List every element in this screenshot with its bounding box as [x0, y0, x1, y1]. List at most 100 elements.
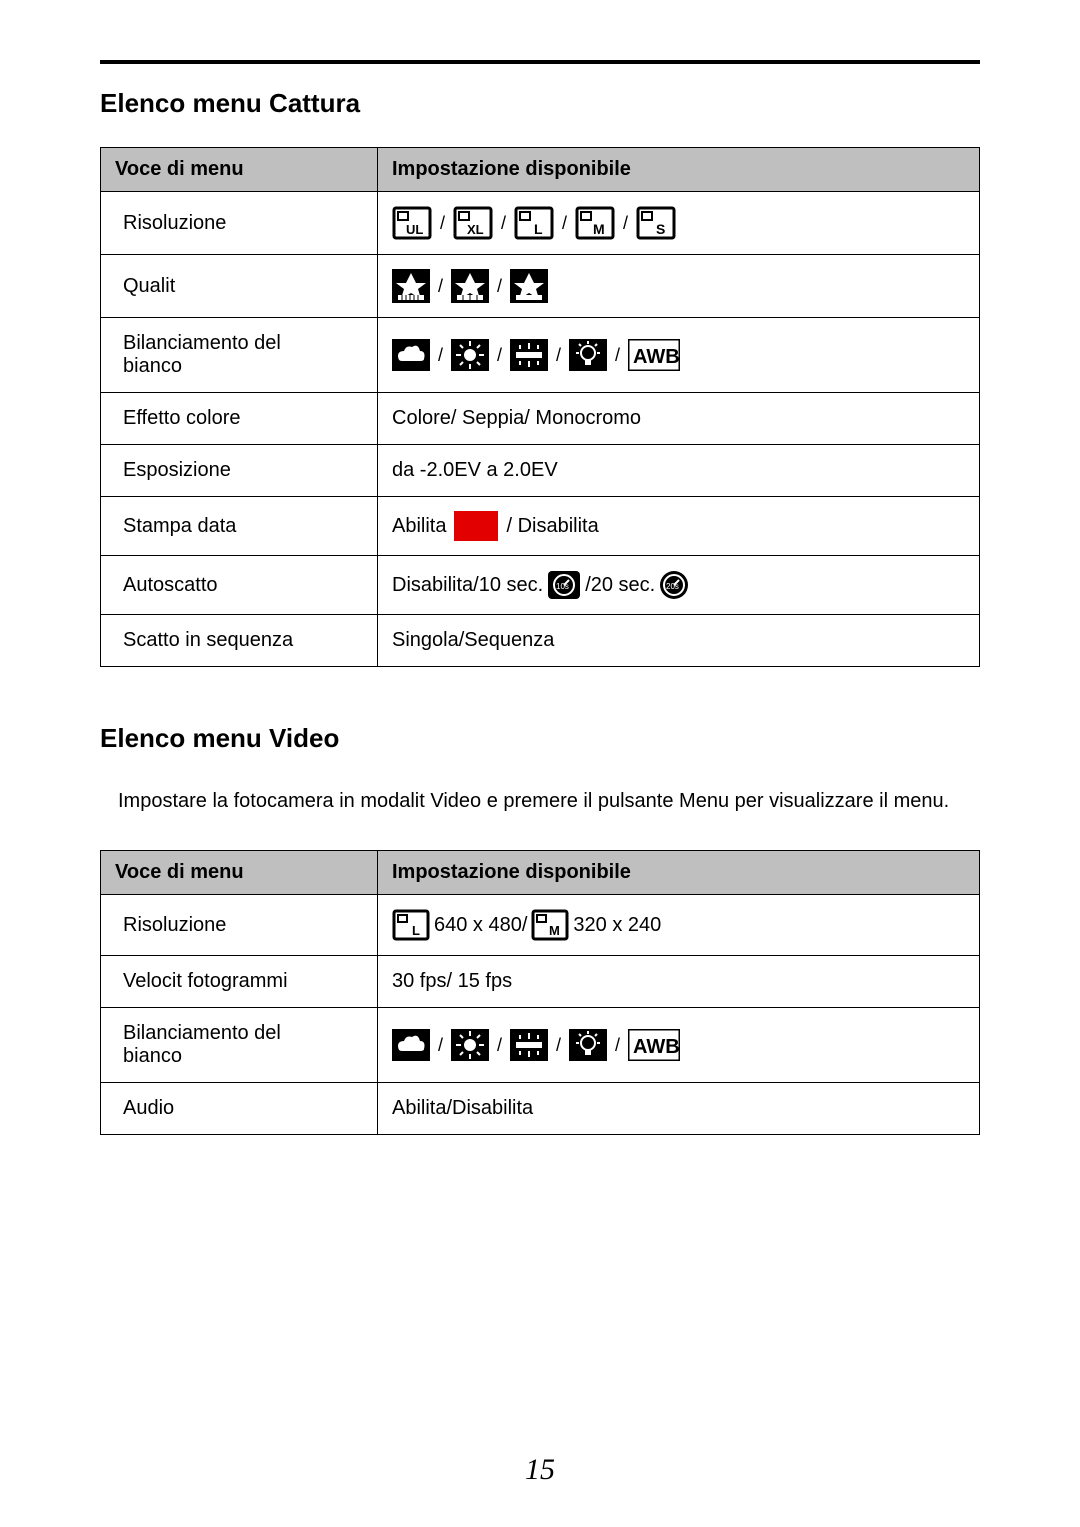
- quality-low-icon: [510, 269, 548, 303]
- wb-fluorescent-icon: [510, 1029, 548, 1061]
- size-s-icon: S: [636, 206, 676, 240]
- setting-cell-burst: Singola/Sequenza: [378, 615, 980, 667]
- svg-text:S: S: [656, 221, 665, 237]
- capture-menu-table: Voce di menu Impostazione disponibile Ri…: [100, 147, 980, 667]
- menu-item-label: Audio: [101, 1083, 378, 1135]
- table-row: Audio Abilita/Disabilita: [101, 1083, 980, 1135]
- quality-high-icon: [392, 269, 430, 303]
- video-res-640: 640 x 480/: [434, 914, 527, 937]
- separator: /: [438, 276, 443, 297]
- menu-item-label: Bilanciamento del bianco: [101, 318, 378, 393]
- menu-item-label: Autoscatto: [101, 556, 378, 615]
- video-res-320: 320 x 240: [573, 914, 661, 937]
- wb-label-line2: bianco: [123, 355, 182, 377]
- setting-cell-exposure: da -2.0EV a 2.0EV: [378, 445, 980, 497]
- table-row: Scatto in sequenza Singola/Sequenza: [101, 615, 980, 667]
- wb-icons-row: / / / / AWB: [392, 1029, 965, 1061]
- svg-text:20s: 20s: [666, 582, 679, 591]
- separator: /: [501, 213, 506, 234]
- video-menu-table: Voce di menu Impostazione disponibile Ri…: [100, 850, 980, 1135]
- video-section-title: Elenco menu Video: [100, 723, 980, 754]
- table-row: Stampa data Abilita / Disabilita: [101, 497, 980, 556]
- separator: /: [556, 1035, 561, 1056]
- table-row: Qualit / /: [101, 255, 980, 318]
- table-row: Bilanciamento del bianco / / / / AWB: [101, 1008, 980, 1083]
- setting-cell-video-wb: / / / / AWB: [378, 1008, 980, 1083]
- separator: /: [440, 213, 445, 234]
- timer-10s-icon: 10s: [547, 570, 581, 600]
- wb-tungsten-icon: [569, 1029, 607, 1061]
- table-row: Bilanciamento del bianco / / / / AWB: [101, 318, 980, 393]
- svg-text:XL: XL: [467, 222, 484, 237]
- wb-fluorescent-icon: [510, 339, 548, 371]
- size-xl-icon: XL: [453, 206, 493, 240]
- separator: /: [556, 345, 561, 366]
- size-m-icon: M: [575, 206, 615, 240]
- separator: /: [497, 345, 502, 366]
- menu-item-label: Qualit: [101, 255, 378, 318]
- menu-item-label: Velocit fotogrammi: [101, 956, 378, 1008]
- svg-text:M: M: [549, 923, 560, 938]
- separator: /: [497, 276, 502, 297]
- wb-cloudy-icon: [392, 339, 430, 371]
- timer-20s-icon: 20s: [659, 570, 689, 600]
- menu-item-label: Risoluzione: [101, 895, 378, 956]
- setting-cell-audio: Abilita/Disabilita: [378, 1083, 980, 1135]
- setting-cell-video-res: L 640 x 480/ M 320 x 240: [378, 895, 980, 956]
- setting-cell-wb: / / / / AWB: [378, 318, 980, 393]
- size-l-icon: L: [514, 206, 554, 240]
- red-swatch-icon: [454, 511, 498, 541]
- wb-auto-icon: AWB: [628, 339, 680, 371]
- table-row: Autoscatto Disabilita/10 sec. 10s /20 se…: [101, 556, 980, 615]
- menu-item-label: Risoluzione: [101, 192, 378, 255]
- wb-sunny-icon: [451, 339, 489, 371]
- setting-cell-datestamp: Abilita / Disabilita: [378, 497, 980, 556]
- video-size-m-icon: M: [531, 909, 569, 941]
- svg-text:AWB: AWB: [633, 346, 680, 368]
- table-header-row: Voce di menu Impostazione disponibile: [101, 148, 980, 192]
- svg-text:UL: UL: [406, 222, 423, 237]
- wb-cloudy-icon: [392, 1029, 430, 1061]
- menu-item-label: Scatto in sequenza: [101, 615, 378, 667]
- wb-label-line1: Bilanciamento del: [123, 1022, 281, 1044]
- table-row: Risoluzione UL / XL / L / M / S: [101, 192, 980, 255]
- svg-text:L: L: [412, 923, 420, 938]
- size-ul-icon: UL: [392, 206, 432, 240]
- separator: /: [562, 213, 567, 234]
- wb-sunny-icon: [451, 1029, 489, 1061]
- table-row: Effetto colore Colore/ Seppia/ Monocromo: [101, 393, 980, 445]
- datestamp-disable-text: / Disabilita: [506, 515, 598, 538]
- wb-label-line2: bianco: [123, 1045, 182, 1067]
- svg-text:L: L: [534, 221, 543, 237]
- setting-cell-resolution: UL / XL / L / M / S: [378, 192, 980, 255]
- svg-text:10s: 10s: [556, 582, 569, 591]
- svg-text:M: M: [593, 221, 605, 237]
- table-row: Esposizione da -2.0EV a 2.0EV: [101, 445, 980, 497]
- selftimer-mid-text: /20 sec.: [585, 574, 655, 597]
- menu-item-label: Bilanciamento del bianco: [101, 1008, 378, 1083]
- datestamp-enable-text: Abilita: [392, 515, 446, 538]
- setting-cell-quality: / /: [378, 255, 980, 318]
- separator: /: [497, 1035, 502, 1056]
- col-header-setting: Impostazione disponibile: [378, 851, 980, 895]
- capture-section-title: Elenco menu Cattura: [100, 88, 980, 119]
- col-header-setting: Impostazione disponibile: [378, 148, 980, 192]
- menu-item-label: Effetto colore: [101, 393, 378, 445]
- separator: /: [623, 213, 628, 234]
- wb-label-line1: Bilanciamento del: [123, 332, 281, 354]
- video-size-l-icon: L: [392, 909, 430, 941]
- table-row: Velocit fotogrammi 30 fps/ 15 fps: [101, 956, 980, 1008]
- separator: /: [615, 1035, 620, 1056]
- setting-cell-fps: 30 fps/ 15 fps: [378, 956, 980, 1008]
- menu-item-label: Esposizione: [101, 445, 378, 497]
- page-top-rule: [100, 60, 980, 64]
- separator: /: [438, 1035, 443, 1056]
- page-number: 15: [0, 1453, 1080, 1487]
- quality-icons-row: / /: [392, 269, 965, 303]
- resolution-icons-row: UL / XL / L / M / S: [392, 206, 965, 240]
- col-header-menu: Voce di menu: [101, 148, 378, 192]
- col-header-menu: Voce di menu: [101, 851, 378, 895]
- separator: /: [438, 345, 443, 366]
- menu-item-label: Stampa data: [101, 497, 378, 556]
- wb-tungsten-icon: [569, 339, 607, 371]
